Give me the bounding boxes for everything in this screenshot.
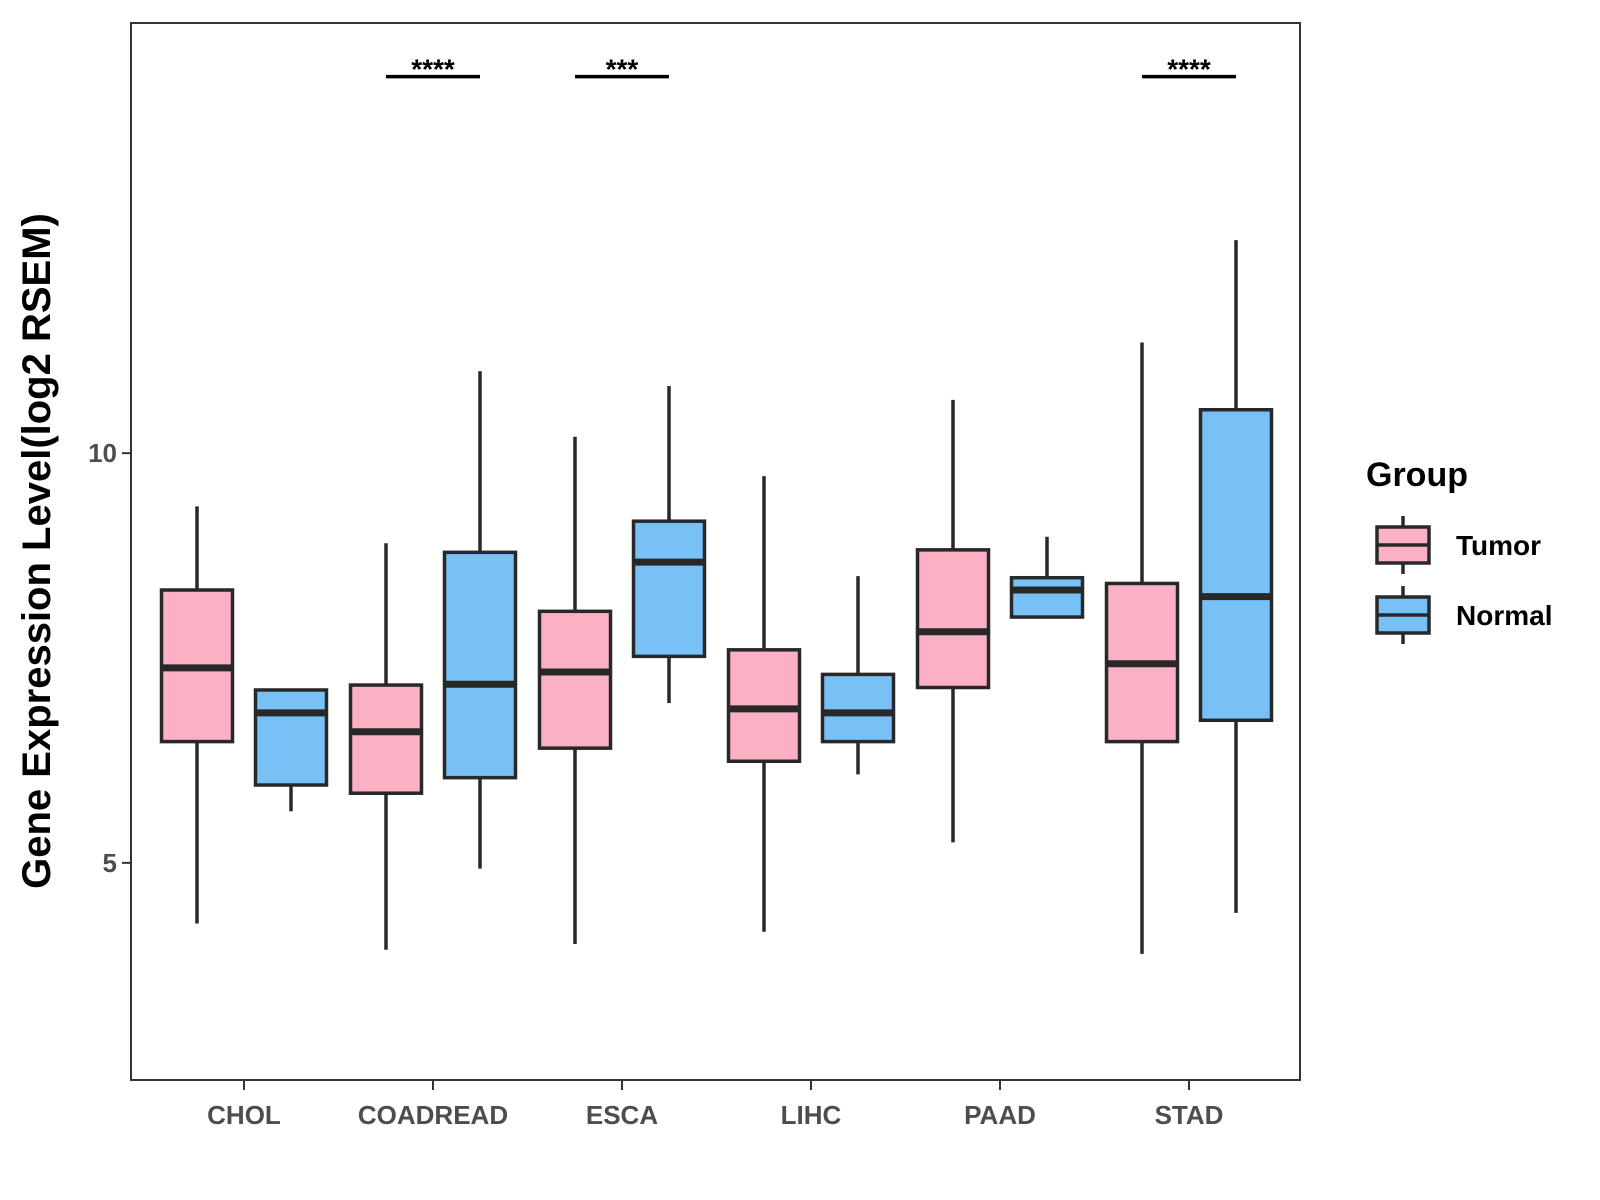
y-tick-label: 10 — [88, 438, 117, 468]
significance-layer: **** *** **** — [386, 54, 1236, 85]
iqr-box — [442, 550, 518, 780]
legend-label-tumor: Tumor — [1456, 530, 1541, 561]
iqr-box — [253, 688, 329, 787]
y-axis-title: Gene Expression Level(log2 RSEM) — [15, 213, 59, 889]
y-axis: 5 10 — [88, 438, 131, 878]
plot-panel — [130, 22, 1301, 1081]
boxes-layer — [159, 240, 1274, 954]
significance-label: **** — [411, 54, 455, 85]
legend: Group Tumor Normal — [1366, 456, 1552, 644]
box-normal-lihc — [820, 576, 896, 775]
x-tick-label-esca: ESCA — [586, 1100, 658, 1130]
box-normal-chol — [253, 688, 329, 812]
iqr-box — [1009, 575, 1085, 619]
iqr-box — [537, 609, 613, 750]
x-tick-label-paad: PAAD — [964, 1100, 1036, 1130]
iqr-box — [820, 672, 896, 744]
legend-item-tumor: Tumor — [1375, 516, 1541, 574]
x-axis: CHOL COADREAD ESCA LIHC PAAD STAD — [207, 1080, 1223, 1130]
iqr-box — [1198, 407, 1274, 723]
box-normal-coadread — [442, 371, 518, 869]
box-tumor-esca — [537, 436, 613, 944]
legend-label-normal: Normal — [1456, 600, 1552, 631]
legend-item-normal: Normal — [1375, 586, 1552, 644]
iqr-box — [348, 683, 424, 795]
x-tick-label-lihc: LIHC — [781, 1100, 842, 1130]
box-tumor-chol — [159, 506, 235, 924]
x-tick-label-stad: STAD — [1155, 1100, 1224, 1130]
legend-title: Group — [1366, 456, 1468, 494]
box-tumor-paad — [915, 399, 991, 843]
box-normal-stad — [1198, 240, 1274, 913]
significance-label: *** — [606, 54, 639, 85]
box-tumor-coadread — [348, 543, 424, 950]
y-tick-label: 5 — [103, 848, 117, 878]
box-tumor-stad — [1104, 342, 1180, 954]
box-normal-paad — [1009, 536, 1085, 619]
box-tumor-lihc — [726, 476, 802, 932]
x-tick-label-coadread: COADREAD — [358, 1100, 508, 1130]
significance-label: **** — [1167, 54, 1211, 85]
box-normal-esca — [631, 385, 707, 704]
iqr-box — [915, 548, 991, 690]
iqr-box — [631, 519, 707, 659]
x-tick-label-chol: CHOL — [207, 1100, 281, 1130]
